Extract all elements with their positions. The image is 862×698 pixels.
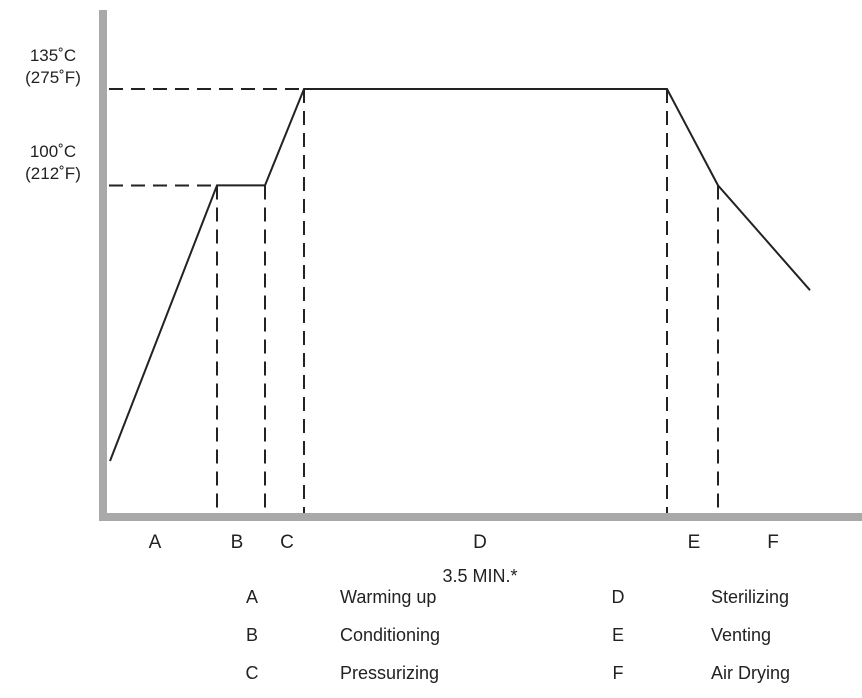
legend-desc-b: Conditioning — [340, 625, 441, 645]
y-tick-celsius: 100˚C — [29, 142, 77, 162]
legend-desc-a: Warming up — [340, 587, 437, 607]
legend-desc-d: Sterilizing — [711, 587, 790, 607]
legend-key-e: E — [611, 625, 624, 645]
legend-key-f: F — [612, 663, 624, 683]
temperature-line — [109, 88, 811, 462]
legend-desc-f: Air Drying — [711, 663, 791, 683]
legend-desc-e: Venting — [711, 625, 772, 645]
y-tick-celsius: 135˚C — [29, 46, 77, 65]
legend-key-d: D — [611, 587, 625, 607]
guide-lines — [109, 88, 719, 513]
legend-desc-c: Pressurizing — [340, 663, 440, 683]
phase-label-b: B — [230, 532, 244, 553]
legend-key-b: B — [245, 625, 258, 645]
y-tick-fahrenheit: (275˚F) — [25, 68, 81, 87]
y-tick-label-135: 135˚C (275˚F) — [8, 45, 98, 89]
profile-series — [109, 88, 811, 462]
phase-label-d: D — [473, 532, 487, 553]
phase-label-c: C — [280, 532, 294, 553]
y-tick-label-100: 100˚C (212˚F) — [8, 141, 98, 185]
y-tick-fahrenheit: (212˚F) — [25, 164, 81, 184]
legend-key-c: C — [245, 663, 259, 683]
legend-key-a: A — [245, 587, 258, 607]
sterilizing-duration-note: 3.5 MIN.* — [442, 566, 518, 586]
phase-label-e: E — [687, 532, 701, 553]
phase-label-f: F — [767, 532, 779, 553]
phase-label-a: A — [148, 532, 162, 553]
axes — [99, 10, 862, 521]
